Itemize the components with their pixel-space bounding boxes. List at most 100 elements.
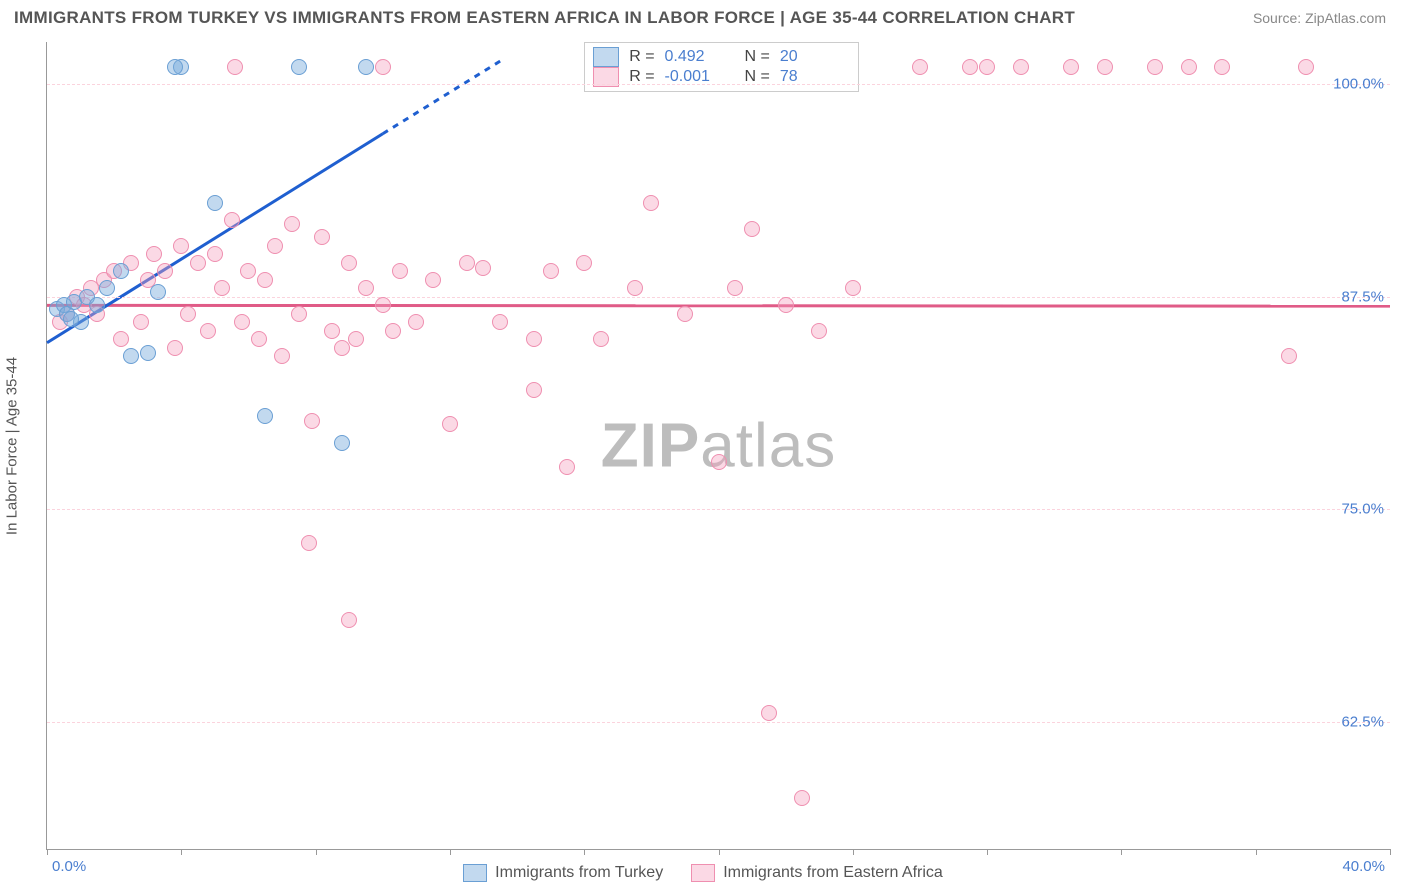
gridline bbox=[47, 84, 1390, 85]
n-value-ea: 78 bbox=[780, 68, 850, 86]
point-eastern-africa bbox=[113, 331, 129, 347]
gridline bbox=[47, 509, 1390, 510]
n-label: N = bbox=[745, 48, 770, 66]
x-tick bbox=[987, 849, 988, 855]
x-tick bbox=[1121, 849, 1122, 855]
point-turkey bbox=[291, 59, 307, 75]
point-eastern-africa bbox=[133, 314, 149, 330]
point-eastern-africa bbox=[526, 331, 542, 347]
point-turkey bbox=[123, 348, 139, 364]
y-tick-label: 100.0% bbox=[1333, 76, 1384, 93]
point-eastern-africa bbox=[324, 323, 340, 339]
y-tick-label: 75.0% bbox=[1341, 501, 1384, 518]
x-tick bbox=[584, 849, 585, 855]
point-eastern-africa bbox=[1298, 59, 1314, 75]
r-label: R = bbox=[629, 48, 654, 66]
point-eastern-africa bbox=[200, 323, 216, 339]
point-eastern-africa bbox=[190, 255, 206, 271]
point-eastern-africa bbox=[284, 216, 300, 232]
point-eastern-africa bbox=[526, 382, 542, 398]
point-eastern-africa bbox=[1013, 59, 1029, 75]
point-eastern-africa bbox=[1063, 59, 1079, 75]
y-tick-label: 87.5% bbox=[1341, 288, 1384, 305]
point-eastern-africa bbox=[348, 331, 364, 347]
point-eastern-africa bbox=[207, 246, 223, 262]
point-eastern-africa bbox=[385, 323, 401, 339]
point-eastern-africa bbox=[341, 612, 357, 628]
point-turkey bbox=[167, 59, 183, 75]
point-turkey bbox=[257, 408, 273, 424]
point-eastern-africa bbox=[274, 348, 290, 364]
point-eastern-africa bbox=[492, 314, 508, 330]
watermark-rest: atlas bbox=[700, 411, 836, 480]
point-eastern-africa bbox=[157, 263, 173, 279]
point-eastern-africa bbox=[214, 280, 230, 296]
watermark: ZIPatlas bbox=[601, 410, 836, 481]
r-value-ea: -0.001 bbox=[665, 68, 735, 86]
gridline bbox=[47, 297, 1390, 298]
point-eastern-africa bbox=[257, 272, 273, 288]
source-label: Source: ZipAtlas.com bbox=[1253, 10, 1386, 26]
point-eastern-africa bbox=[251, 331, 267, 347]
x-tick bbox=[1256, 849, 1257, 855]
point-eastern-africa bbox=[1181, 59, 1197, 75]
point-eastern-africa bbox=[240, 263, 256, 279]
legend-label-turkey: Immigrants from Turkey bbox=[495, 864, 663, 882]
point-turkey bbox=[358, 59, 374, 75]
point-turkey bbox=[89, 297, 105, 313]
point-eastern-africa bbox=[744, 221, 760, 237]
point-eastern-africa bbox=[979, 59, 995, 75]
x-tick bbox=[853, 849, 854, 855]
point-eastern-africa bbox=[375, 297, 391, 313]
point-eastern-africa bbox=[167, 340, 183, 356]
point-eastern-africa bbox=[341, 255, 357, 271]
point-turkey bbox=[207, 195, 223, 211]
x-tick bbox=[316, 849, 317, 855]
point-eastern-africa bbox=[475, 260, 491, 276]
point-turkey bbox=[150, 284, 166, 300]
x-tick bbox=[719, 849, 720, 855]
point-eastern-africa bbox=[559, 459, 575, 475]
point-eastern-africa bbox=[811, 323, 827, 339]
point-eastern-africa bbox=[291, 306, 307, 322]
r-label: R = bbox=[629, 68, 654, 86]
point-eastern-africa bbox=[146, 246, 162, 262]
point-eastern-africa bbox=[301, 535, 317, 551]
point-eastern-africa bbox=[227, 59, 243, 75]
point-eastern-africa bbox=[543, 263, 559, 279]
x-tick bbox=[450, 849, 451, 855]
legend-label-ea: Immigrants from Eastern Africa bbox=[723, 864, 943, 882]
chart-plot-area: ZIPatlas R = 0.492 N = 20 R = -0.001 N =… bbox=[46, 42, 1390, 850]
point-eastern-africa bbox=[304, 413, 320, 429]
point-eastern-africa bbox=[962, 59, 978, 75]
point-eastern-africa bbox=[593, 331, 609, 347]
legend-swatch-ea bbox=[691, 864, 715, 882]
x-tick bbox=[1390, 849, 1391, 855]
trend-lines-svg bbox=[47, 42, 1390, 849]
point-eastern-africa bbox=[180, 306, 196, 322]
point-eastern-africa bbox=[392, 263, 408, 279]
n-label: N = bbox=[745, 68, 770, 86]
point-eastern-africa bbox=[234, 314, 250, 330]
point-eastern-africa bbox=[643, 195, 659, 211]
y-tick-label: 62.5% bbox=[1341, 713, 1384, 730]
point-eastern-africa bbox=[912, 59, 928, 75]
point-turkey bbox=[99, 280, 115, 296]
legend-item-turkey: Immigrants from Turkey bbox=[463, 864, 663, 882]
point-eastern-africa bbox=[314, 229, 330, 245]
point-eastern-africa bbox=[425, 272, 441, 288]
point-eastern-africa bbox=[627, 280, 643, 296]
swatch-turkey bbox=[593, 47, 619, 67]
point-eastern-africa bbox=[1097, 59, 1113, 75]
point-eastern-africa bbox=[576, 255, 592, 271]
point-eastern-africa bbox=[845, 280, 861, 296]
point-turkey bbox=[63, 311, 79, 327]
n-value-turkey: 20 bbox=[780, 48, 850, 66]
point-eastern-africa bbox=[761, 705, 777, 721]
point-eastern-africa bbox=[1147, 59, 1163, 75]
point-eastern-africa bbox=[173, 238, 189, 254]
point-eastern-africa bbox=[224, 212, 240, 228]
point-turkey bbox=[140, 345, 156, 361]
point-turkey bbox=[334, 435, 350, 451]
point-eastern-africa bbox=[408, 314, 424, 330]
